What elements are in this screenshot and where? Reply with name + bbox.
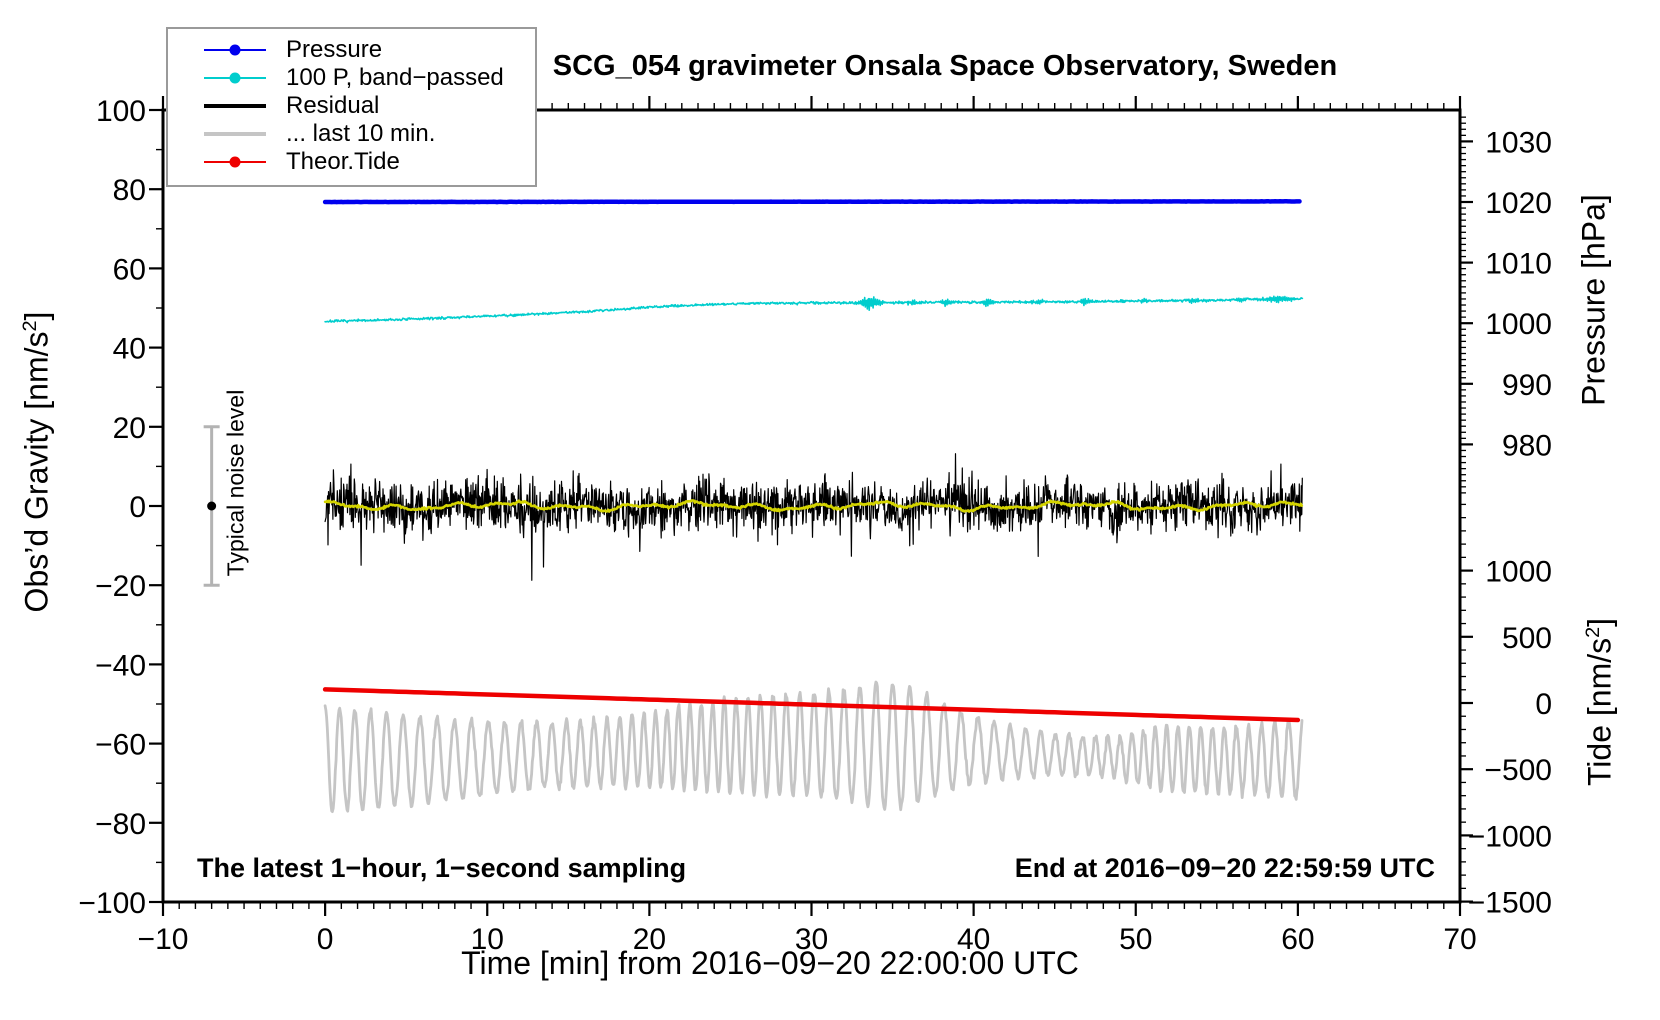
svg-text:−20: −20 (95, 570, 146, 603)
svg-text:−100: −100 (78, 887, 146, 920)
series-pressure (322, 199, 1302, 205)
svg-text:0: 0 (317, 923, 334, 956)
svg-text:1030: 1030 (1485, 126, 1552, 159)
noise-level-dot (207, 501, 217, 511)
svg-text:1000: 1000 (1485, 308, 1552, 341)
svg-text:−60: −60 (95, 729, 146, 762)
svg-text:100: 100 (96, 95, 146, 128)
svg-text:990: 990 (1502, 369, 1552, 402)
legend-marker-dot (229, 72, 241, 84)
legend-marker-dot (229, 156, 241, 168)
legend-item-residual: Residual (168, 92, 535, 120)
series--last-10-min- (323, 680, 1304, 813)
svg-text:1020: 1020 (1485, 187, 1552, 220)
x-axis-label: Time [min] from 2016−09−20 22:00:00 UTC (461, 945, 1079, 981)
svg-text:70: 70 (1443, 923, 1476, 956)
legend-sample-residual (204, 100, 266, 112)
svg-text:80: 80 (113, 174, 146, 207)
legend-sample-last10min (204, 128, 266, 140)
series-residual (324, 453, 1303, 581)
legend-item-pressure: Pressure (168, 36, 535, 64)
series-theor-tide (322, 687, 1301, 723)
legend-sample-bandpassed (204, 72, 266, 84)
legend-item-theortide: Theor.Tide (168, 148, 535, 176)
annotation-sampling: The latest 1−hour, 1−second sampling (197, 853, 687, 883)
svg-text:40: 40 (113, 333, 146, 366)
axis-tick-labels: −10 0 10 20 30 40 50 60 70100806040200−20−40−60−… (78, 95, 1552, 956)
y-axis-label-tide: Tide [nm/s2] (1581, 617, 1618, 787)
svg-text:500: 500 (1502, 622, 1552, 655)
legend-line (204, 132, 266, 136)
svg-text:20: 20 (113, 412, 146, 445)
svg-text:60: 60 (1281, 923, 1314, 956)
legend-label: Theor.Tide (286, 148, 400, 175)
legend-item-last10min: ... last 10 min. (168, 120, 535, 148)
noise-level-label: Typical noise level (222, 389, 249, 577)
svg-text:50: 50 (1119, 923, 1152, 956)
svg-text:40: 40 (957, 923, 990, 956)
svg-text:1000: 1000 (1485, 556, 1552, 589)
y-axis-label-gravity: Obs’d Gravity [nm/s2] (18, 311, 55, 613)
svg-text:30: 30 (795, 923, 828, 956)
svg-text:10: 10 (471, 923, 504, 956)
legend-label: 100 P, band−passed (286, 64, 504, 91)
annotation-end-time: End at 2016−09−20 22:59:59 UTC (1014, 853, 1435, 883)
legend-label: Pressure (286, 36, 383, 63)
legend-marker-dot (229, 44, 241, 56)
svg-text:0: 0 (129, 491, 146, 524)
series-100-p-band-passed (324, 295, 1304, 324)
legend-label: ... last 10 min. (286, 120, 436, 147)
svg-text:20: 20 (633, 923, 666, 956)
plot-frame (161, 108, 1462, 904)
svg-text:980: 980 (1502, 429, 1552, 462)
svg-text:−500: −500 (1484, 754, 1552, 787)
y-axis-label-pressure: Pressure [hPa] (1575, 194, 1612, 406)
legend-sample-theortide (204, 156, 266, 168)
svg-text:−1000: −1000 (1468, 820, 1552, 853)
legend-line (204, 104, 266, 108)
svg-text:−1500: −1500 (1468, 887, 1552, 920)
legend-label: Residual (286, 92, 380, 119)
svg-text:60: 60 (113, 253, 146, 286)
series-residual-smoothed (323, 499, 1304, 513)
svg-text:−10: −10 (138, 923, 189, 956)
legend-item-bandpassed: 100 P, band−passed (168, 64, 535, 92)
svg-text:1010: 1010 (1485, 248, 1552, 281)
legend: Pressure 100 P, band−passed Residual ...… (166, 27, 537, 187)
svg-text:0: 0 (1535, 688, 1552, 721)
svg-text:−80: −80 (95, 808, 146, 841)
plot-title: SCG_054 gravimeter Onsala Space Observat… (552, 50, 1338, 82)
legend-sample-pressure (204, 44, 266, 56)
svg-text:−40: −40 (95, 649, 146, 682)
